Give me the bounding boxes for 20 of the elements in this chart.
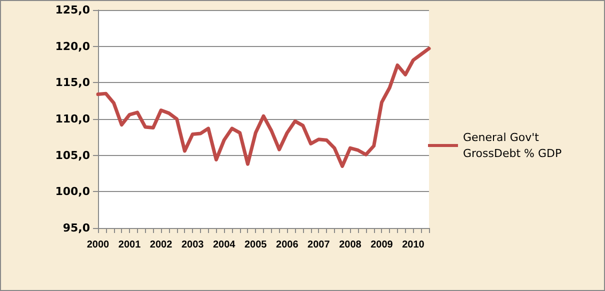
x-tick-label: 2007 bbox=[308, 240, 330, 250]
y-tick-label: 110,0 bbox=[55, 112, 90, 126]
x-tick-label: 2006 bbox=[276, 240, 299, 250]
line-series bbox=[96, 46, 431, 168]
x-tick-label: 2010 bbox=[402, 240, 425, 250]
y-tick-label: 100,0 bbox=[55, 185, 90, 198]
x-tick-label: 2003 bbox=[181, 240, 204, 250]
x-tick-label: 2009 bbox=[370, 240, 394, 250]
y-tick-label: 95,0 bbox=[62, 222, 90, 234]
y-tick-label: 120,0 bbox=[55, 40, 90, 53]
x-tick-label: 2001 bbox=[118, 240, 142, 250]
x-tick-label: 2002 bbox=[150, 240, 173, 250]
legend-label: General Gov't GrossDebt % GDP bbox=[463, 131, 562, 160]
x-tick-label: 2000 bbox=[86, 240, 110, 250]
x-tick-label: 2005 bbox=[244, 240, 268, 250]
x-tick-label: 2008 bbox=[339, 240, 362, 250]
x-tick-label: 2004 bbox=[212, 240, 236, 250]
y-tick-label: 115,0 bbox=[55, 76, 90, 90]
y-tick-label: 105,0 bbox=[55, 148, 90, 162]
y-tick-label: 125,0 bbox=[55, 4, 90, 16]
